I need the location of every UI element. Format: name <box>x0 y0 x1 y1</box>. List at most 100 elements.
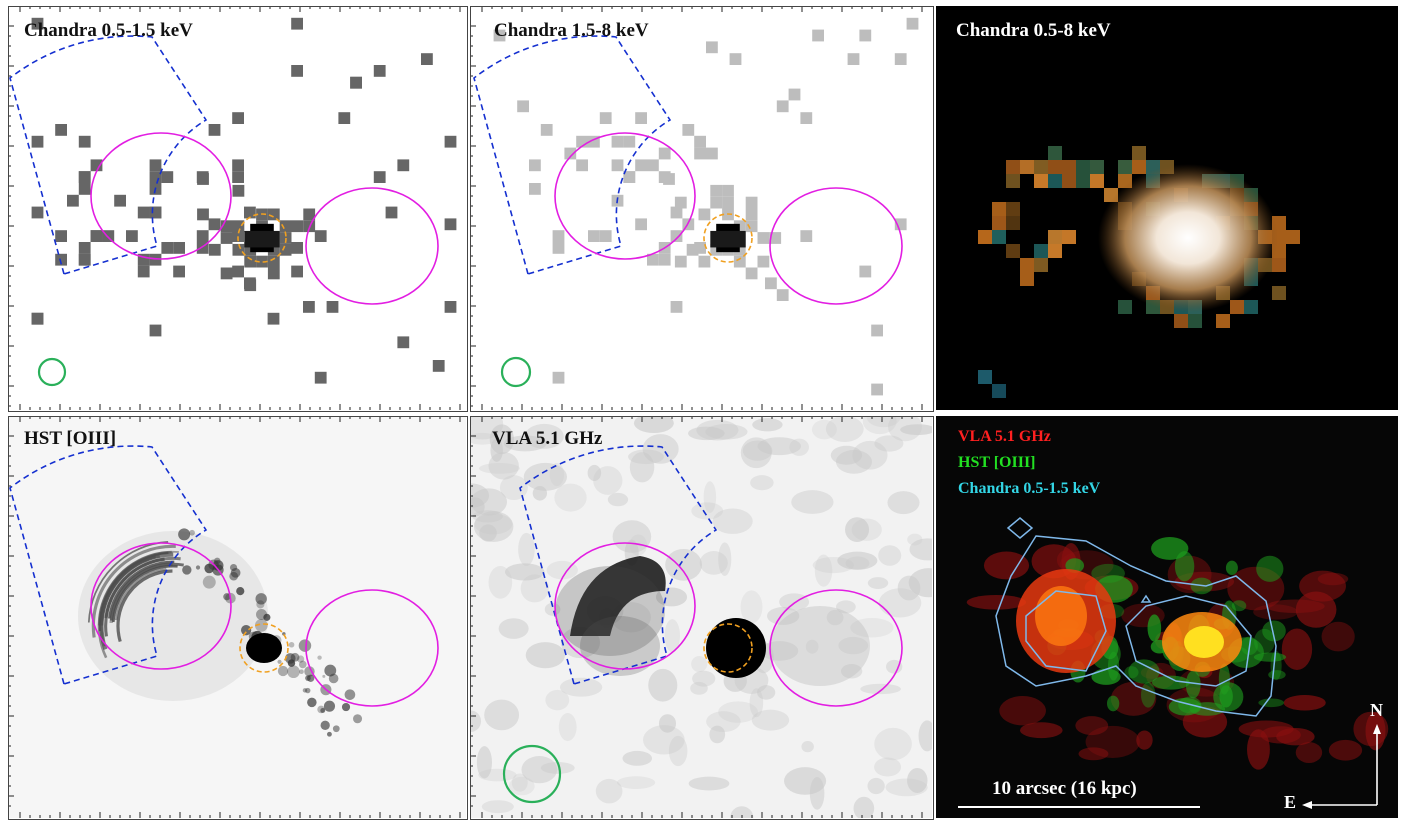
count-pixel <box>267 208 280 221</box>
count-pixel <box>611 159 624 172</box>
count-pixel <box>588 135 600 148</box>
noise-blob <box>648 668 678 702</box>
count-pixel <box>517 100 529 113</box>
count-pixel <box>197 208 209 221</box>
count-pixel <box>196 171 209 183</box>
panel-title: Chandra 0.5-1.5 keV <box>24 20 193 41</box>
count-pixel <box>149 324 162 337</box>
noise-blob <box>470 710 482 733</box>
count-pixel <box>90 230 103 242</box>
emission-knot <box>263 613 271 621</box>
noise-blob <box>525 642 565 669</box>
scale-bar-label: 10 arcsec (16 kpc) <box>992 778 1137 799</box>
emission-knot <box>323 700 336 712</box>
count-pixel <box>682 124 695 136</box>
radio-emission <box>1075 716 1109 736</box>
noise-blob <box>629 534 648 556</box>
emission-pixel <box>1034 160 1048 174</box>
count-pixel <box>220 232 233 244</box>
filament-arc <box>114 568 167 621</box>
count-pixel <box>385 206 398 219</box>
emission-knot <box>277 665 289 677</box>
ellipse-region-west <box>769 589 903 707</box>
noise-blob <box>805 639 819 654</box>
noise-blob <box>478 768 517 782</box>
emission-pixel <box>1034 244 1048 258</box>
count-pixel <box>745 196 758 209</box>
count-pixel <box>279 220 292 233</box>
radio-emission <box>1136 730 1153 750</box>
noise-blob <box>874 435 904 452</box>
ellipse-region-east <box>554 542 696 670</box>
emission-pixel <box>1020 258 1034 272</box>
panel-chandra-hard: Chandra 1.5-8 keV <box>470 6 932 410</box>
noise-blob <box>812 557 855 574</box>
count-pixel <box>529 159 541 172</box>
count-pixel <box>444 135 457 148</box>
cone-sector <box>9 445 208 686</box>
noise-blob <box>633 416 674 434</box>
noise-blob <box>826 609 844 626</box>
count-pixel <box>220 267 233 280</box>
emission-pixel <box>1076 160 1090 174</box>
count-pixel <box>397 336 410 349</box>
emission-knot <box>236 587 245 596</box>
radio-emission <box>1078 747 1109 761</box>
count-pixel <box>800 112 813 124</box>
emission-pixel <box>1062 160 1076 174</box>
noise-blob <box>484 699 520 731</box>
noise-blob <box>814 554 833 587</box>
count-pixel <box>137 265 150 278</box>
count-pixel <box>694 135 706 148</box>
noise-blob <box>909 538 932 561</box>
emission-knot <box>255 593 267 605</box>
beam-circle <box>500 356 532 388</box>
noise-blob <box>791 490 834 514</box>
noise-blob <box>705 424 748 440</box>
count-pixel <box>529 183 541 195</box>
nucleus-core <box>710 230 746 248</box>
noise-blob <box>629 452 655 483</box>
count-pixel <box>599 112 612 124</box>
noise-blob <box>628 449 664 465</box>
noise-blob <box>742 440 773 461</box>
panel-title: HST [OIII] <box>24 428 117 449</box>
count-pixel <box>161 242 174 254</box>
noise-blob <box>850 618 894 638</box>
filament-arc <box>116 569 173 643</box>
emission-knot <box>202 575 216 589</box>
count-pixel <box>267 267 280 280</box>
emission-pixel <box>1020 160 1034 174</box>
emission-pixel <box>1020 272 1034 286</box>
beam-circle <box>37 357 67 387</box>
radio-lobe <box>570 556 666 636</box>
count-pixel <box>444 218 457 231</box>
count-pixel <box>67 194 79 207</box>
count-pixel <box>137 206 150 219</box>
count-pixel <box>78 171 91 183</box>
filament-arc <box>91 544 176 638</box>
lobe-emission <box>1035 586 1087 646</box>
ellipse-region-east <box>90 542 232 670</box>
count-pixel <box>745 208 758 221</box>
emission-pixel <box>1188 314 1202 328</box>
noise-blob <box>665 548 703 581</box>
radio-lobe-halo <box>555 566 665 656</box>
radio-emission <box>966 594 1027 610</box>
emission-pixel <box>1048 146 1062 160</box>
count-pixel <box>126 230 138 242</box>
noise-blob <box>622 750 653 766</box>
oiii-emission <box>1174 551 1195 582</box>
noise-blob <box>508 776 535 796</box>
count-pixel <box>706 147 718 160</box>
count-pixel <box>279 243 292 256</box>
emission-pixel <box>1272 286 1286 300</box>
noise-blob <box>907 767 928 793</box>
count-pixel <box>232 159 244 172</box>
emission-knot <box>307 674 315 682</box>
emission-knot <box>328 673 339 684</box>
count-pixel <box>757 255 770 268</box>
count-pixel <box>78 135 91 148</box>
count-pixel <box>658 253 671 266</box>
count-pixel <box>674 255 687 268</box>
